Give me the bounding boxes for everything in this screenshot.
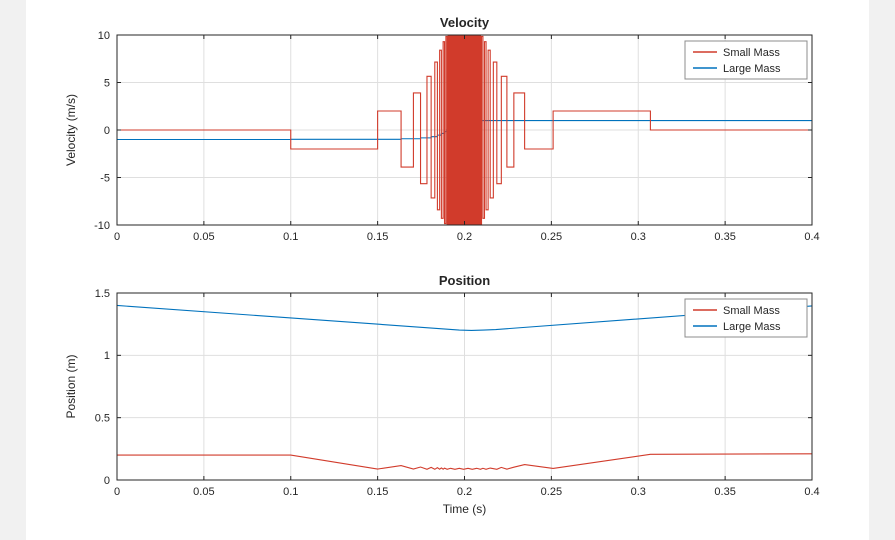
- legend: Small Mass Large Mass: [684, 40, 808, 80]
- x-tick-label: 0.35: [714, 486, 735, 498]
- window-edge-right: [869, 0, 895, 540]
- legend-box: [684, 298, 808, 338]
- chart-title: Velocity: [440, 15, 490, 30]
- y-tick-label: 1: [104, 350, 110, 362]
- x-tick-label: 0.15: [367, 486, 388, 498]
- series-small-mass: [117, 35, 812, 225]
- y-tick-label: 0: [104, 125, 110, 137]
- x-tick-label: 0.25: [541, 486, 562, 498]
- x-tick-label: 0.25: [541, 231, 562, 243]
- series-large-mass: [117, 304, 812, 331]
- x-tick-label: 0.1: [283, 231, 298, 243]
- y-tick-label: 0.5: [95, 413, 110, 425]
- y-tick-label: 0: [104, 475, 110, 487]
- y-axis-label: Position (m): [64, 354, 78, 418]
- legend-box: [684, 40, 808, 80]
- y-tick-label: -5: [100, 172, 110, 184]
- x-tick-label: 0.3: [631, 231, 646, 243]
- y-axis-label: Velocity (m/s): [64, 94, 78, 166]
- series-small-mass: [117, 453, 812, 470]
- chart-title: Position: [439, 273, 490, 288]
- x-tick-label: 0.3: [631, 486, 646, 498]
- x-tick-label: 0.05: [193, 231, 214, 243]
- legend-label: Large Mass: [723, 321, 781, 333]
- legend-label: Large Mass: [723, 63, 781, 75]
- y-tick-label: 10: [98, 30, 110, 42]
- legend: Small Mass Large Mass: [684, 298, 808, 338]
- x-tick-label: 0.2: [457, 486, 472, 498]
- velocity-axes: 0 0.05 0.1 0.15 0.2 0.25 0.3 0.35 0.4 -10 -5 0 5 10 Ve…: [64, 15, 820, 243]
- x-tick-label: 0.05: [193, 486, 214, 498]
- legend-label: Small Mass: [723, 47, 780, 59]
- x-tick-label: 0.4: [804, 231, 819, 243]
- x-tick-label: 0.35: [714, 231, 735, 243]
- position-axes: 0 0.05 0.1 0.15 0.2 0.25 0.3 0.35 0.4 0 0.5 1 1.5 Pos…: [64, 273, 820, 516]
- x-tick-label: 0.4: [804, 486, 819, 498]
- window-edge-left: [0, 0, 26, 540]
- x-tick-label: 0.1: [283, 486, 298, 498]
- legend-label: Small Mass: [723, 305, 780, 317]
- y-tick-label: 5: [104, 77, 110, 89]
- x-tick-label: 0.15: [367, 231, 388, 243]
- x-tick-label: 0.2: [457, 231, 472, 243]
- x-tick-label: 0: [114, 486, 120, 498]
- x-tick-label: 0: [114, 231, 120, 243]
- y-tick-label: 1.5: [95, 288, 110, 300]
- x-axis-label: Time (s): [443, 502, 487, 516]
- y-tick-label: -10: [94, 220, 110, 232]
